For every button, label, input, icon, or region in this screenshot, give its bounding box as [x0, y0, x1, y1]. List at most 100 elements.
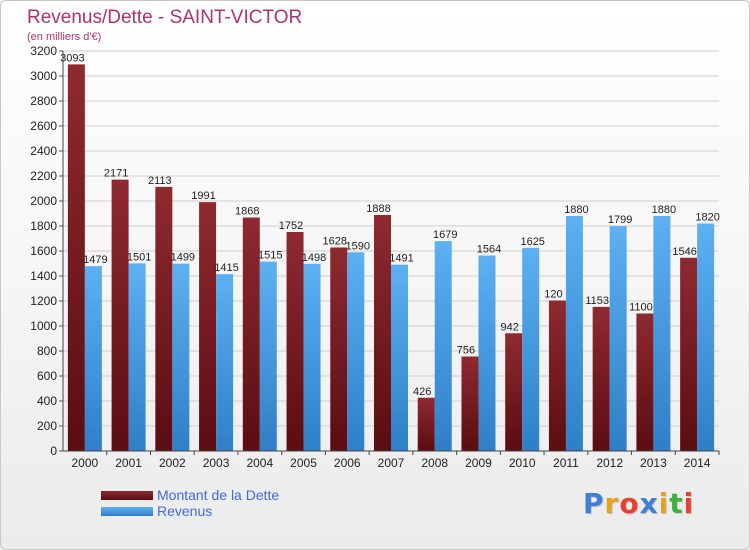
chart-title: Revenus/Dette - SAINT-VICTOR — [27, 7, 303, 28]
bar-dette-2011 — [548, 300, 566, 451]
bars-layer — [67, 64, 715, 451]
xtick-label-2006: 2006 — [334, 456, 361, 470]
data-label-revenus-2008: 1679 — [433, 229, 457, 241]
ytick-label-200: 200 — [37, 419, 57, 433]
data-label-revenus-2007: 1491 — [389, 253, 413, 265]
ytick-label-400: 400 — [37, 394, 57, 408]
bar-dette-2008 — [417, 397, 435, 451]
xtick-label-2003: 2003 — [203, 456, 230, 470]
bar-revenus-2014 — [697, 223, 715, 451]
axis-layer: 0 200 400 600 800 1000 1200 1400 1600 1800 2000 220… — [30, 44, 720, 470]
xtick-label-2001: 2001 — [115, 456, 142, 470]
chart-subtitle: (en milliers d'€) — [27, 31, 102, 43]
ytick-label-1400: 1400 — [30, 269, 57, 283]
bar-dette-2014 — [680, 257, 698, 451]
xtick-label-2004: 2004 — [246, 456, 273, 470]
logo-letter: o — [619, 487, 640, 520]
bar-revenus-2005 — [303, 263, 321, 451]
logo-letter: i — [683, 487, 695, 520]
bar-dette-2006 — [330, 247, 348, 451]
data-label-dette-2003: 1991 — [191, 190, 215, 202]
data-label-dette-2013: 1100 — [629, 302, 653, 314]
ytick-label-3000: 3000 — [30, 69, 57, 83]
data-label-dette-2007: 1888 — [366, 203, 390, 215]
data-label-dette-2001: 2171 — [104, 168, 128, 180]
logo-letter: x — [639, 487, 659, 520]
data-label-dette-2002: 2113 — [148, 175, 172, 187]
data-label-revenus-2010: 1625 — [520, 236, 544, 248]
data-label-dette-2010: 942 — [501, 321, 519, 333]
bar-revenus-2000 — [84, 266, 102, 451]
xtick-label-2002: 2002 — [159, 456, 186, 470]
data-label-revenus-2012: 1799 — [608, 214, 632, 226]
data-label-dette-2006: 1628 — [323, 236, 347, 248]
xtick-label-2011: 2011 — [553, 456, 579, 470]
xtick-label-2012: 2012 — [596, 456, 623, 470]
bar-revenus-2008 — [434, 241, 452, 451]
ytick-label-2600: 2600 — [30, 119, 57, 133]
xtick-label-2013: 2013 — [640, 456, 667, 470]
bar-revenus-2011 — [565, 216, 583, 451]
data-label-dette-2000: 3093 — [60, 52, 84, 64]
xtick-label-2008: 2008 — [421, 456, 448, 470]
bar-dette-2007 — [374, 215, 391, 451]
ytick-label-1800: 1800 — [30, 219, 57, 233]
legend-label-revenus: Revenus — [157, 503, 213, 519]
xtick-label-2014: 2014 — [684, 456, 711, 470]
data-label-revenus-2003: 1415 — [214, 262, 238, 274]
ytick-label-1600: 1600 — [30, 244, 57, 258]
legend-swatch-revenus — [101, 507, 153, 516]
bar-revenus-2012 — [609, 226, 627, 451]
bar-revenus-2006 — [347, 252, 365, 451]
proxiti-logo: Proxiti — [583, 487, 694, 520]
bar-dette-2009 — [461, 356, 479, 451]
xtick-label-2000: 2000 — [72, 456, 99, 470]
bar-revenus-2009 — [478, 255, 496, 451]
data-label-dette-2009: 756 — [457, 345, 475, 357]
data-label-revenus-2013: 1880 — [652, 204, 676, 216]
data-label-revenus-2006: 1590 — [346, 240, 370, 252]
data-label-revenus-2005: 1498 — [302, 252, 326, 264]
legend-label-dette: Montant de la Dette — [157, 487, 280, 503]
xtick-label-2010: 2010 — [509, 456, 536, 470]
ytick-label-800: 800 — [37, 344, 57, 358]
data-label-dette-2008: 426 — [413, 386, 431, 398]
ytick-label-2000: 2000 — [30, 194, 57, 208]
logo-letter: r — [604, 487, 620, 520]
bar-dette-2005 — [286, 232, 304, 451]
bar-dette-2004 — [242, 217, 260, 451]
xtick-label-2007: 2007 — [378, 456, 405, 470]
data-label-revenus-2009: 1564 — [477, 244, 501, 256]
bar-dette-2002 — [155, 186, 173, 451]
ytick-label-3200: 3200 — [30, 44, 57, 58]
bar-revenus-2001 — [128, 263, 146, 451]
xtick-label-2005: 2005 — [290, 456, 317, 470]
labels-layer: 3093 1479 2171 1501 2113 1499 1991 1415 1868 1515… — [60, 52, 720, 397]
data-label-revenus-2000: 1479 — [83, 254, 107, 266]
data-label-dette-2012: 1153 — [585, 295, 609, 307]
bar-revenus-2002 — [172, 263, 190, 451]
ytick-label-2200: 2200 — [30, 169, 57, 183]
bar-revenus-2010 — [522, 247, 540, 451]
logo-letter: i — [658, 487, 670, 520]
bar-revenus-2003 — [216, 274, 234, 451]
bar-dette-2000 — [67, 64, 85, 451]
ytick-label-2400: 2400 — [30, 144, 57, 158]
data-label-revenus-2002: 1499 — [171, 252, 195, 264]
data-label-revenus-2014: 1820 — [695, 212, 719, 224]
data-label-dette-2014: 1546 — [672, 246, 696, 258]
ytick-label-0: 0 — [50, 444, 57, 458]
data-label-revenus-2004: 1515 — [258, 250, 282, 262]
bar-dette-2001 — [111, 179, 129, 451]
bar-revenus-2007 — [391, 264, 408, 451]
logo-letter: t — [669, 487, 684, 520]
ytick-label-2800: 2800 — [30, 94, 57, 108]
xtick-label-2009: 2009 — [465, 456, 492, 470]
bar-dette-2003 — [199, 202, 217, 451]
ytick-label-1200: 1200 — [30, 294, 57, 308]
data-label-revenus-2011: 1880 — [564, 204, 588, 216]
bar-dette-2012 — [592, 306, 610, 451]
data-label-dette-2011: 120 — [544, 289, 562, 301]
